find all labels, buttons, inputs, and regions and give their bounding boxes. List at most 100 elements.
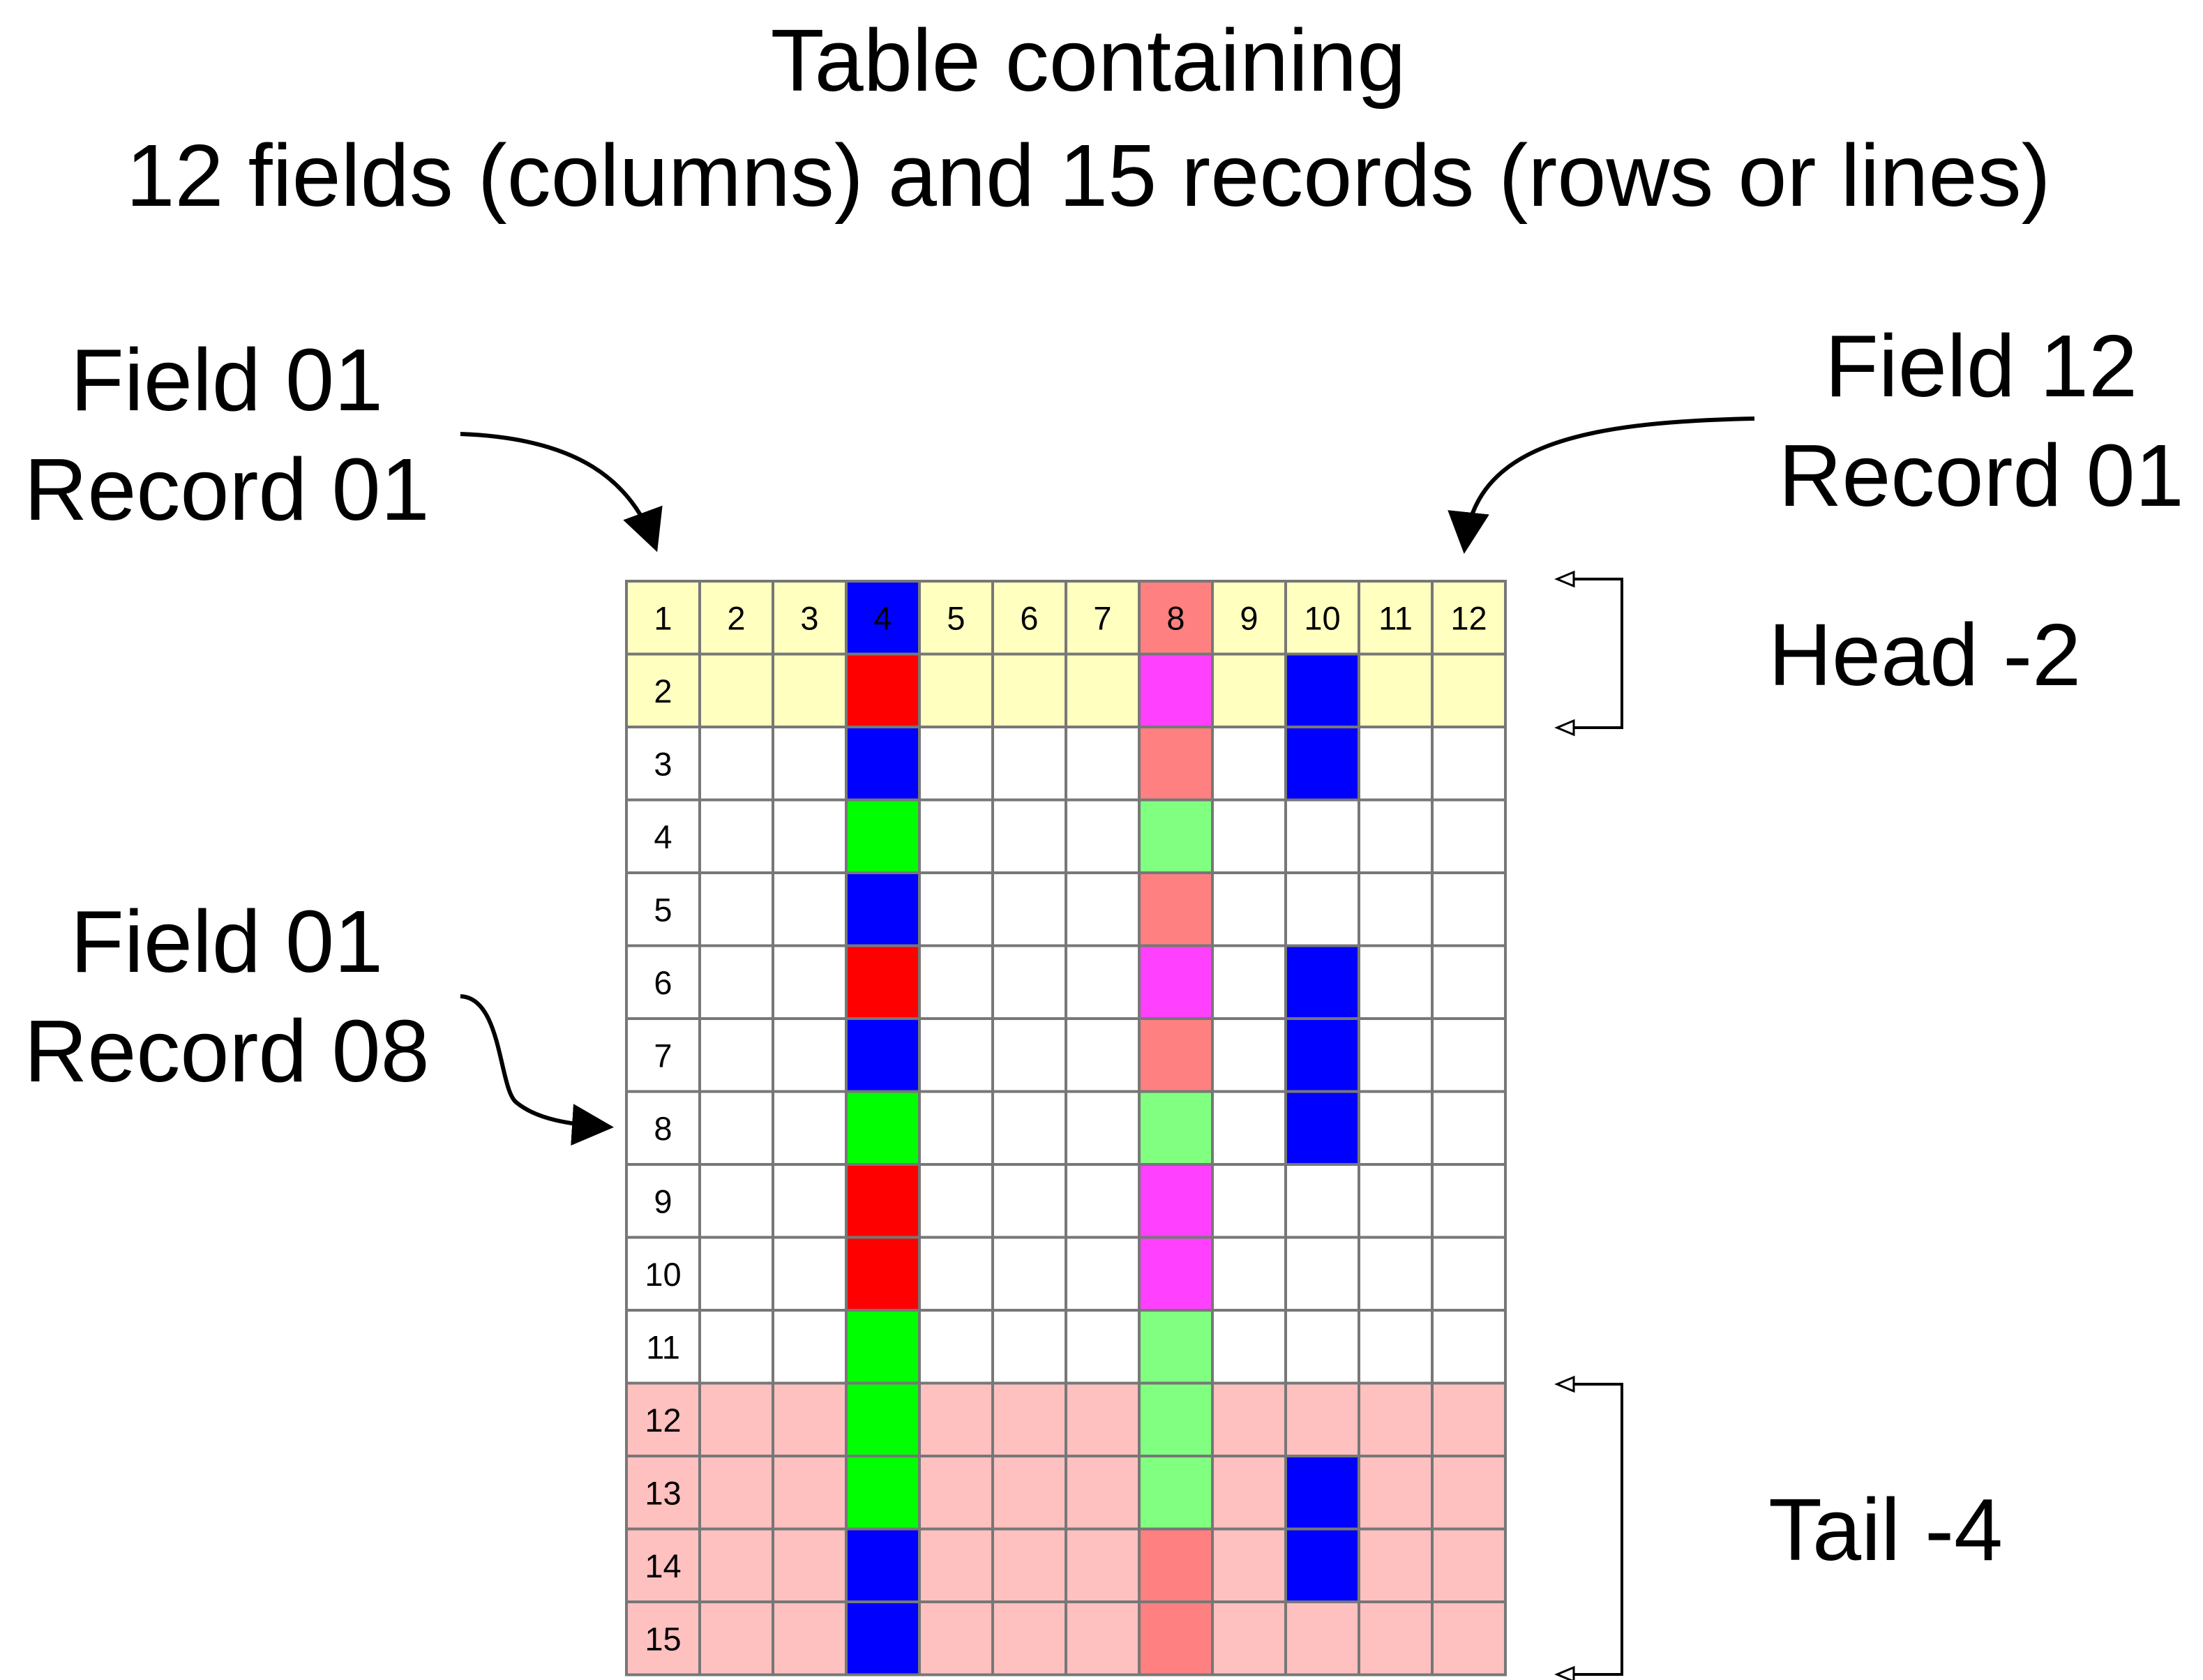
table-cell-r9-c2 <box>698 1163 774 1239</box>
table-cell-r14-c8 <box>1138 1527 1214 1603</box>
table-cell-r9-c1 <box>625 1163 701 1239</box>
field-number-label: 12 <box>1450 599 1487 636</box>
table-cell-r8-c10 <box>1284 1090 1360 1166</box>
table-cell-r15-c10 <box>1284 1600 1360 1677</box>
table-cell-r3-c7 <box>1065 726 1141 802</box>
table-cell-r6-c7 <box>1065 944 1141 1020</box>
table-cell-r13-c4 <box>845 1455 921 1531</box>
table-cell-r10-c9 <box>1211 1236 1287 1312</box>
table-cell-r11-c11 <box>1358 1309 1434 1385</box>
table-cell-r15-c3 <box>772 1600 848 1677</box>
table-cell-r11-c9 <box>1211 1309 1287 1385</box>
record-number-label: 15 <box>645 1620 681 1657</box>
table-cell-r13-c5 <box>918 1455 994 1531</box>
table-cell-r4-c12 <box>1431 798 1507 874</box>
record-number-label: 13 <box>645 1474 681 1511</box>
table-cell-r9-c8 <box>1138 1163 1214 1239</box>
callout-arrow-field12-record01 <box>1448 417 1755 554</box>
table-cell-r12-c9 <box>1211 1381 1287 1457</box>
table-cell-r10-c5 <box>918 1236 994 1312</box>
table-cell-r7-c7 <box>1065 1017 1141 1093</box>
table-cell-r3-c10 <box>1284 726 1360 802</box>
diagram-title-line-1: Table containing <box>771 11 1406 110</box>
table-cell-r3-c5 <box>918 726 994 802</box>
table-cell-r6-c11 <box>1358 944 1434 1020</box>
table-cell-r13-c12 <box>1431 1455 1507 1531</box>
callout-field12-record01-line1: Field 12 <box>1825 317 2137 415</box>
table-cell-r15-c2 <box>698 1600 774 1677</box>
table-cell-r15-c12 <box>1431 1600 1507 1677</box>
table-cell-r3-c3 <box>772 726 848 802</box>
record-number-label: 11 <box>646 1328 680 1365</box>
record-number-label: 12 <box>645 1402 681 1439</box>
table-cell-r11-c3 <box>772 1309 848 1385</box>
table-cell-r4-c9 <box>1211 798 1287 874</box>
record-number-label: 6 <box>654 964 672 1001</box>
record-number-label: 7 <box>654 1037 672 1074</box>
table-cell-r12-c12 <box>1431 1381 1507 1457</box>
table-cell-r13-c7 <box>1065 1455 1141 1531</box>
table-cell-r14-c3 <box>772 1527 848 1603</box>
table-cell-r7-c2 <box>698 1017 774 1093</box>
table-cell-r14-c12 <box>1431 1527 1507 1603</box>
table-cell-r8-c8 <box>1138 1090 1214 1166</box>
table-cell-r6-c2 <box>698 944 774 1020</box>
table-cell-r11-c4 <box>845 1309 921 1385</box>
table-cell-r2-c2 <box>698 652 774 728</box>
table-cell-r7-c11 <box>1358 1017 1434 1093</box>
field-number-label: 8 <box>1166 599 1185 636</box>
table-cell-r7-c3 <box>772 1017 848 1093</box>
table-cell-r1-c6 <box>991 580 1067 656</box>
table-cell-r2-c7 <box>1065 652 1141 728</box>
table-cell-r13-c9 <box>1211 1455 1287 1531</box>
table-cell-r4-c8 <box>1138 798 1214 874</box>
field-number-label: 3 <box>800 599 818 636</box>
table-cell-r2-c3 <box>772 652 848 728</box>
field-number-label: 2 <box>727 599 745 636</box>
table-cell-r13-c6 <box>991 1455 1067 1531</box>
table-cell-r8-c9 <box>1211 1090 1287 1166</box>
table-cell-r6-c10 <box>1284 944 1360 1020</box>
table-cell-r10-c8 <box>1138 1236 1214 1312</box>
table-cell-r4-c4 <box>845 798 921 874</box>
record-number-label: 2 <box>654 673 672 710</box>
table-cell-r11-c10 <box>1284 1309 1360 1385</box>
table-cell-r15-c6 <box>991 1600 1067 1677</box>
table-cell-r5-c2 <box>698 871 774 947</box>
table-cell-r4-c10 <box>1284 798 1360 874</box>
table-cell-r2-c11 <box>1358 652 1434 728</box>
table-cell-r6-c8 <box>1138 944 1214 1020</box>
table-cell-r8-c5 <box>918 1090 994 1166</box>
table-cell-r9-c5 <box>918 1163 994 1239</box>
table-cell-r5-c4 <box>845 871 921 947</box>
table-cell-r5-c9 <box>1211 871 1287 947</box>
table-cell-r15-c7 <box>1065 1600 1141 1677</box>
callout-field01-record01-line2: Record 01 <box>24 440 429 539</box>
tail-bracket: Tail -4 <box>1554 1375 2003 1680</box>
table-cell-r8-c7 <box>1065 1090 1141 1166</box>
table-cell-r14-c2 <box>698 1527 774 1603</box>
table-cell-r5-c7 <box>1065 871 1141 947</box>
table-cell-r9-c6 <box>991 1163 1067 1239</box>
table-cell-r9-c11 <box>1358 1163 1434 1239</box>
callout-field01-record08: Field 01 Record 08 <box>24 892 614 1146</box>
table-cell-r4-c5 <box>918 798 994 874</box>
table-cell-r10-c3 <box>772 1236 848 1312</box>
table-cell-r3-c9 <box>1211 726 1287 802</box>
table-cell-r8-c4 <box>845 1090 921 1166</box>
field-number-label: 5 <box>947 599 965 636</box>
table-cell-r5-c3 <box>772 871 848 947</box>
table-cell-r10-c7 <box>1065 1236 1141 1312</box>
tail-bracket-label: Tail -4 <box>1768 1480 2003 1579</box>
table-cell-r7-c9 <box>1211 1017 1287 1093</box>
table-cell-r9-c3 <box>772 1163 848 1239</box>
table-cell-r14-c11 <box>1358 1527 1434 1603</box>
table-cell-r6-c1 <box>625 944 701 1020</box>
table-cell-r6-c12 <box>1431 944 1507 1020</box>
table-cell-r8-c3 <box>772 1090 848 1166</box>
table-cell-r10-c4 <box>845 1236 921 1312</box>
table-cell-r1-c10 <box>1284 580 1360 656</box>
table-cell-r7-c4 <box>845 1017 921 1093</box>
